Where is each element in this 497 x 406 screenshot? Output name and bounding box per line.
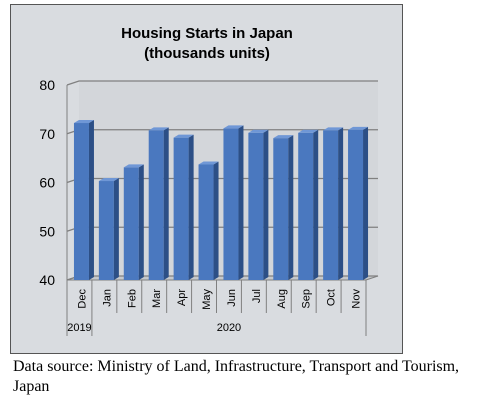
bar-front xyxy=(248,132,264,280)
x-tick-label: Feb xyxy=(126,289,138,308)
chart-frame: Housing Starts in Japan (thousands units… xyxy=(10,4,403,354)
x-group-label: 2019 xyxy=(67,322,91,334)
bar-side xyxy=(288,135,294,280)
chart-svg: Housing Starts in Japan (thousands units… xyxy=(39,25,379,336)
x-tick-label: Jul xyxy=(251,289,263,303)
x-tick-label: Jan xyxy=(101,289,113,307)
bar-top xyxy=(73,120,94,124)
y-tick-label: 80 xyxy=(39,77,55,93)
bar-top xyxy=(298,129,319,133)
bar xyxy=(198,161,219,280)
bar-front xyxy=(98,181,114,280)
bar-top xyxy=(173,134,194,138)
bar-side xyxy=(163,127,169,281)
bar-front xyxy=(348,129,364,280)
bar xyxy=(223,125,244,280)
bar-top xyxy=(98,178,119,182)
bar-side xyxy=(113,178,119,280)
bar-top xyxy=(248,129,269,133)
bar-top xyxy=(123,164,144,168)
bar xyxy=(173,134,194,280)
bar xyxy=(123,164,144,280)
bar xyxy=(73,120,94,281)
bar-top xyxy=(323,127,344,131)
x-tick-label: May xyxy=(201,289,213,310)
bar-top xyxy=(348,126,369,130)
x-tick-label: Sep xyxy=(301,289,313,309)
gridline xyxy=(66,80,378,86)
chart-title-line-2: (thousands units) xyxy=(144,45,270,62)
bar-front xyxy=(173,137,189,280)
bar-side xyxy=(188,134,194,280)
bar xyxy=(273,135,294,280)
x-tick-label: Oct xyxy=(326,289,338,306)
bar-front xyxy=(198,164,214,280)
bar xyxy=(148,127,169,281)
y-tick-label: 70 xyxy=(39,126,55,142)
bar-side xyxy=(213,161,219,280)
x-group-label: 2020 xyxy=(217,322,241,334)
bar-front xyxy=(323,130,339,280)
y-tick-label: 50 xyxy=(39,223,55,239)
data-source-note: Data source: Ministry of Land, Infrastru… xyxy=(13,358,460,395)
bar xyxy=(98,178,119,280)
bar-side xyxy=(263,129,269,280)
bar xyxy=(348,126,369,280)
bar-front xyxy=(273,138,289,280)
bar-side xyxy=(238,125,244,280)
x-tick-label: Dec xyxy=(76,289,88,309)
x-tick-label: Apr xyxy=(176,289,188,306)
bar-top xyxy=(223,125,244,129)
bar xyxy=(248,129,269,280)
bar-top xyxy=(198,161,219,165)
bar-side xyxy=(338,127,344,281)
bar-top xyxy=(273,135,294,139)
x-tick-label: Mar xyxy=(151,289,163,308)
chart-title-line-1: Housing Starts in Japan xyxy=(121,25,293,42)
bar-front xyxy=(298,132,314,280)
x-tick-label: Aug xyxy=(276,289,288,309)
x-tick-label: Jun xyxy=(226,289,238,307)
bar-top xyxy=(148,127,169,131)
bar xyxy=(298,129,319,280)
bar-front xyxy=(123,167,139,280)
bar-side xyxy=(88,120,94,281)
bar-side xyxy=(363,126,369,280)
y-tick-label: 40 xyxy=(39,272,55,288)
bar-side xyxy=(138,164,144,280)
bar-front xyxy=(148,130,164,280)
bar-front xyxy=(73,123,89,281)
x-tick-label: Nov xyxy=(351,289,363,309)
y-tick-label: 60 xyxy=(39,175,55,191)
bar-front xyxy=(223,128,239,280)
bar xyxy=(323,127,344,281)
bar-side xyxy=(313,129,319,280)
